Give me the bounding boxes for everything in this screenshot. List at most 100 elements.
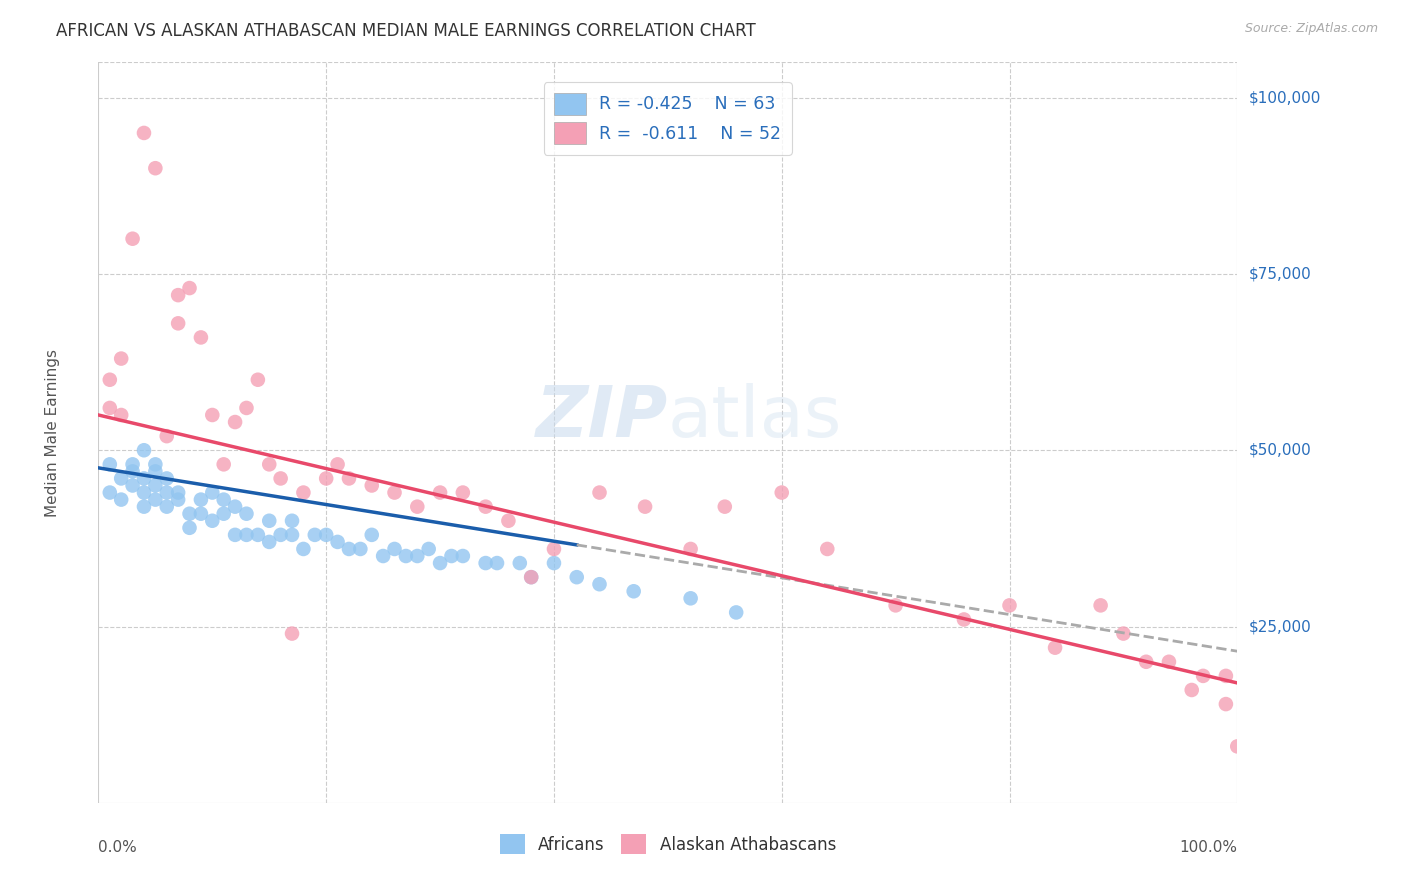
Point	[145, 161, 167, 176]
Point	[520, 570, 543, 584]
Text: atlas: atlas	[668, 384, 842, 452]
Text: 100.0%: 100.0%	[1180, 840, 1237, 855]
Point	[281, 528, 304, 542]
Point	[315, 471, 337, 485]
Point	[292, 485, 315, 500]
Point	[190, 507, 212, 521]
Point	[725, 606, 748, 620]
Text: ZIP: ZIP	[536, 384, 668, 452]
Point	[498, 514, 520, 528]
Point	[1157, 655, 1180, 669]
Point	[679, 591, 702, 606]
Point	[1192, 669, 1215, 683]
Text: 0.0%: 0.0%	[98, 840, 138, 855]
Point	[212, 492, 235, 507]
Point	[167, 316, 190, 330]
Point	[474, 500, 496, 514]
Point	[167, 492, 190, 507]
Point	[1181, 683, 1204, 698]
Point	[98, 373, 121, 387]
Point	[201, 485, 224, 500]
Point	[588, 577, 610, 591]
Point	[1215, 697, 1237, 711]
Text: $75,000: $75,000	[1249, 267, 1312, 282]
Point	[486, 556, 509, 570]
Point	[190, 492, 212, 507]
Point	[326, 458, 349, 472]
Point	[395, 549, 418, 563]
Point	[246, 373, 269, 387]
Point	[98, 401, 121, 415]
Point	[224, 528, 246, 542]
Point	[259, 535, 281, 549]
Point	[156, 500, 179, 514]
Point	[349, 541, 371, 556]
Point	[360, 528, 382, 542]
Point	[132, 126, 155, 140]
Point	[270, 528, 292, 542]
Point	[360, 478, 382, 492]
Point	[110, 492, 132, 507]
Point	[451, 485, 474, 500]
Point	[998, 599, 1021, 613]
Point	[121, 232, 143, 246]
Point	[623, 584, 645, 599]
Point	[1112, 626, 1135, 640]
Text: AFRICAN VS ALASKAN ATHABASCAN MEDIAN MALE EARNINGS CORRELATION CHART: AFRICAN VS ALASKAN ATHABASCAN MEDIAN MAL…	[56, 22, 756, 40]
Point	[520, 570, 543, 584]
Text: $50,000: $50,000	[1249, 442, 1312, 458]
Point	[292, 541, 315, 556]
Point	[1043, 640, 1066, 655]
Point	[132, 485, 155, 500]
Point	[337, 471, 360, 485]
Point	[509, 556, 531, 570]
Point	[588, 485, 610, 500]
Point	[371, 549, 394, 563]
Point	[1135, 655, 1157, 669]
Point	[132, 500, 155, 514]
Point	[145, 458, 167, 472]
Point	[224, 415, 246, 429]
Point	[110, 351, 132, 366]
Point	[121, 464, 143, 478]
Text: $100,000: $100,000	[1249, 90, 1320, 105]
Point	[132, 471, 155, 485]
Point	[98, 485, 121, 500]
Point	[132, 443, 155, 458]
Point	[384, 541, 406, 556]
Legend: Africans, Alaskan Athabascans: Africans, Alaskan Athabascans	[494, 828, 842, 861]
Point	[201, 408, 224, 422]
Point	[406, 500, 429, 514]
Point	[145, 464, 167, 478]
Point	[770, 485, 793, 500]
Point	[337, 541, 360, 556]
Point	[190, 330, 212, 344]
Point	[1226, 739, 1249, 754]
Point	[145, 478, 167, 492]
Point	[179, 521, 201, 535]
Point	[315, 528, 337, 542]
Point	[543, 556, 565, 570]
Point	[326, 535, 349, 549]
Point	[440, 549, 463, 563]
Point	[156, 471, 179, 485]
Point	[235, 507, 257, 521]
Point	[429, 485, 451, 500]
Point	[565, 570, 588, 584]
Point	[270, 471, 292, 485]
Point	[815, 541, 838, 556]
Point	[884, 599, 907, 613]
Point	[235, 401, 257, 415]
Point	[201, 514, 224, 528]
Point	[714, 500, 737, 514]
Point	[235, 528, 257, 542]
Point	[429, 556, 451, 570]
Point	[110, 408, 132, 422]
Point	[259, 458, 281, 472]
Point	[281, 514, 304, 528]
Point	[406, 549, 429, 563]
Point	[304, 528, 326, 542]
Point	[634, 500, 657, 514]
Point	[212, 458, 235, 472]
Point	[246, 528, 269, 542]
